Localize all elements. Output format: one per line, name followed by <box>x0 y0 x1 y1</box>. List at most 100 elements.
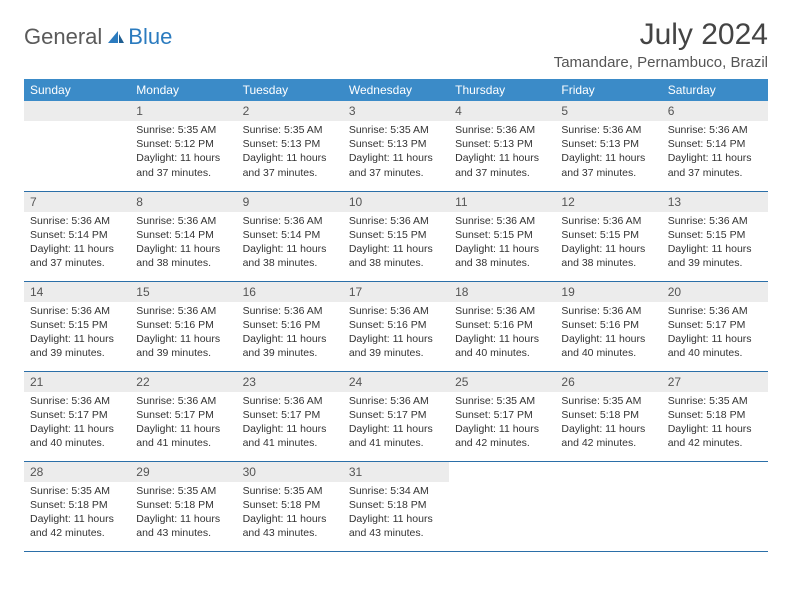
sunset-line: Sunset: 5:15 PM <box>349 228 443 242</box>
day-number: 4 <box>449 101 555 121</box>
daylight-line: Daylight: 11 hours and 37 minutes. <box>243 151 337 179</box>
daylight-line: Daylight: 11 hours and 38 minutes. <box>561 242 655 270</box>
calendar-day-cell: 23Sunrise: 5:36 AMSunset: 5:17 PMDayligh… <box>237 371 343 461</box>
day-number: 7 <box>24 192 130 212</box>
sunrise-line: Sunrise: 5:36 AM <box>561 214 655 228</box>
calendar-empty-cell <box>555 461 661 551</box>
day-number: 29 <box>130 462 236 482</box>
day-details: Sunrise: 5:36 AMSunset: 5:17 PMDaylight:… <box>24 392 130 455</box>
sunrise-line: Sunrise: 5:36 AM <box>136 394 230 408</box>
calendar-day-cell: 25Sunrise: 5:35 AMSunset: 5:17 PMDayligh… <box>449 371 555 461</box>
calendar-day-cell: 20 Sunrise: 5:36 AMSunset: 5:17 PMDayligh… <box>662 281 768 371</box>
day-number: 24 <box>343 372 449 392</box>
day-details: Sunrise: 5:36 AMSunset: 5:17 PMDaylight:… <box>130 392 236 455</box>
calendar-day-cell: 18Sunrise: 5:36 AMSunset: 5:16 PMDayligh… <box>449 281 555 371</box>
sunrise-line: Sunrise: 5:36 AM <box>668 304 762 318</box>
day-details: Sunrise: 5:36 AMSunset: 5:13 PMDaylight:… <box>555 121 661 184</box>
day-number: 18 <box>449 282 555 302</box>
daylight-line: Daylight: 11 hours and 37 minutes. <box>668 151 762 179</box>
day-details: Sunrise: 5:36 AMSunset: 5:17 PMDaylight:… <box>343 392 449 455</box>
sunset-line: Sunset: 5:16 PM <box>349 318 443 332</box>
sunset-line: Sunset: 5:15 PM <box>30 318 124 332</box>
day-details: Sunrise: 5:36 AMSunset: 5:16 PMDaylight:… <box>555 302 661 365</box>
weekday-header: Thursday <box>449 79 555 101</box>
day-number: 6 <box>662 101 768 121</box>
daylight-line: Daylight: 11 hours and 40 minutes. <box>30 422 124 450</box>
sunset-line: Sunset: 5:13 PM <box>349 137 443 151</box>
sunrise-line: Sunrise: 5:36 AM <box>243 214 337 228</box>
sunrise-line: Sunrise: 5:36 AM <box>455 214 549 228</box>
day-number: 15 <box>130 282 236 302</box>
daylight-line: Daylight: 11 hours and 41 minutes. <box>136 422 230 450</box>
brand-text-general: General <box>24 24 102 50</box>
calendar-day-cell: 30Sunrise: 5:35 AMSunset: 5:18 PMDayligh… <box>237 461 343 551</box>
calendar-day-cell: 11Sunrise: 5:36 AMSunset: 5:15 PMDayligh… <box>449 191 555 281</box>
sunset-line: Sunset: 5:16 PM <box>136 318 230 332</box>
weekday-header: Wednesday <box>343 79 449 101</box>
sunrise-line: Sunrise: 5:35 AM <box>561 394 655 408</box>
daylight-line: Daylight: 11 hours and 37 minutes. <box>30 242 124 270</box>
sunrise-line: Sunrise: 5:36 AM <box>561 304 655 318</box>
daylight-line: Daylight: 11 hours and 41 minutes. <box>349 422 443 450</box>
sunset-line: Sunset: 5:18 PM <box>136 498 230 512</box>
day-details: Sunrise: 5:35 AMSunset: 5:13 PMDaylight:… <box>237 121 343 184</box>
page-header: General Blue July 2024 Tamandare, Pernam… <box>24 18 768 71</box>
sunset-line: Sunset: 5:12 PM <box>136 137 230 151</box>
weekday-header: Monday <box>130 79 236 101</box>
calendar-day-cell: 22Sunrise: 5:36 AMSunset: 5:17 PMDayligh… <box>130 371 236 461</box>
day-number: 20 <box>662 282 768 302</box>
daylight-line: Daylight: 11 hours and 39 minutes. <box>349 332 443 360</box>
sunset-line: Sunset: 5:18 PM <box>668 408 762 422</box>
daylight-line: Daylight: 11 hours and 43 minutes. <box>136 512 230 540</box>
day-details: Sunrise: 5:36 AMSunset: 5:15 PMDaylight:… <box>343 212 449 275</box>
day-details: Sunrise: 5:36 AMSunset: 5:15 PMDaylight:… <box>662 212 768 275</box>
day-details: Sunrise: 5:35 AMSunset: 5:18 PMDaylight:… <box>237 482 343 545</box>
calendar-empty-cell <box>24 101 130 191</box>
day-number: 30 <box>237 462 343 482</box>
sunrise-line: Sunrise: 5:36 AM <box>455 304 549 318</box>
sunset-line: Sunset: 5:17 PM <box>668 318 762 332</box>
weekday-header: Friday <box>555 79 661 101</box>
day-details: Sunrise: 5:35 AMSunset: 5:18 PMDaylight:… <box>555 392 661 455</box>
daylight-line: Daylight: 11 hours and 39 minutes. <box>30 332 124 360</box>
sunset-line: Sunset: 5:17 PM <box>349 408 443 422</box>
sunrise-line: Sunrise: 5:36 AM <box>668 123 762 137</box>
daylight-line: Daylight: 11 hours and 37 minutes. <box>349 151 443 179</box>
sunset-line: Sunset: 5:14 PM <box>243 228 337 242</box>
calendar-day-cell: 1Sunrise: 5:35 AMSunset: 5:12 PMDaylight… <box>130 101 236 191</box>
day-details: Sunrise: 5:35 AMSunset: 5:12 PMDaylight:… <box>130 121 236 184</box>
daylight-line: Daylight: 11 hours and 42 minutes. <box>668 422 762 450</box>
daylight-line: Daylight: 11 hours and 40 minutes. <box>668 332 762 360</box>
calendar-day-cell: 19Sunrise: 5:36 AMSunset: 5:16 PMDayligh… <box>555 281 661 371</box>
sunset-line: Sunset: 5:13 PM <box>243 137 337 151</box>
day-number: 31 <box>343 462 449 482</box>
sunset-line: Sunset: 5:17 PM <box>243 408 337 422</box>
sunrise-line: Sunrise: 5:36 AM <box>668 214 762 228</box>
sunrise-line: Sunrise: 5:36 AM <box>30 304 124 318</box>
calendar-day-cell: 14Sunrise: 5:36 AMSunset: 5:15 PMDayligh… <box>24 281 130 371</box>
day-number: 3 <box>343 101 449 121</box>
day-details: Sunrise: 5:35 AMSunset: 5:18 PMDaylight:… <box>130 482 236 545</box>
day-number: 16 <box>237 282 343 302</box>
sunset-line: Sunset: 5:17 PM <box>30 408 124 422</box>
daylight-line: Daylight: 11 hours and 38 minutes. <box>243 242 337 270</box>
location-subtitle: Tamandare, Pernambuco, Brazil <box>554 54 768 71</box>
calendar-day-cell: 31Sunrise: 5:34 AMSunset: 5:18 PMDayligh… <box>343 461 449 551</box>
daylight-line: Daylight: 11 hours and 42 minutes. <box>30 512 124 540</box>
calendar-day-cell: 27Sunrise: 5:35 AMSunset: 5:18 PMDayligh… <box>662 371 768 461</box>
daylight-line: Daylight: 11 hours and 37 minutes. <box>136 151 230 179</box>
sunrise-line: Sunrise: 5:36 AM <box>243 394 337 408</box>
day-number: 19 <box>555 282 661 302</box>
weekday-header: Saturday <box>662 79 768 101</box>
sunset-line: Sunset: 5:17 PM <box>136 408 230 422</box>
sunrise-line: Sunrise: 5:36 AM <box>136 214 230 228</box>
day-details: Sunrise: 5:36 AMSunset: 5:16 PMDaylight:… <box>343 302 449 365</box>
sunrise-line: Sunrise: 5:36 AM <box>30 394 124 408</box>
calendar-day-cell: 16Sunrise: 5:36 AMSunset: 5:16 PMDayligh… <box>237 281 343 371</box>
brand-sail-icon <box>106 29 126 45</box>
sunrise-line: Sunrise: 5:35 AM <box>243 123 337 137</box>
daylight-line: Daylight: 11 hours and 42 minutes. <box>455 422 549 450</box>
calendar-day-cell: 13Sunrise: 5:36 AMSunset: 5:15 PMDayligh… <box>662 191 768 281</box>
sunset-line: Sunset: 5:13 PM <box>561 137 655 151</box>
day-details: Sunrise: 5:35 AMSunset: 5:18 PMDaylight:… <box>24 482 130 545</box>
